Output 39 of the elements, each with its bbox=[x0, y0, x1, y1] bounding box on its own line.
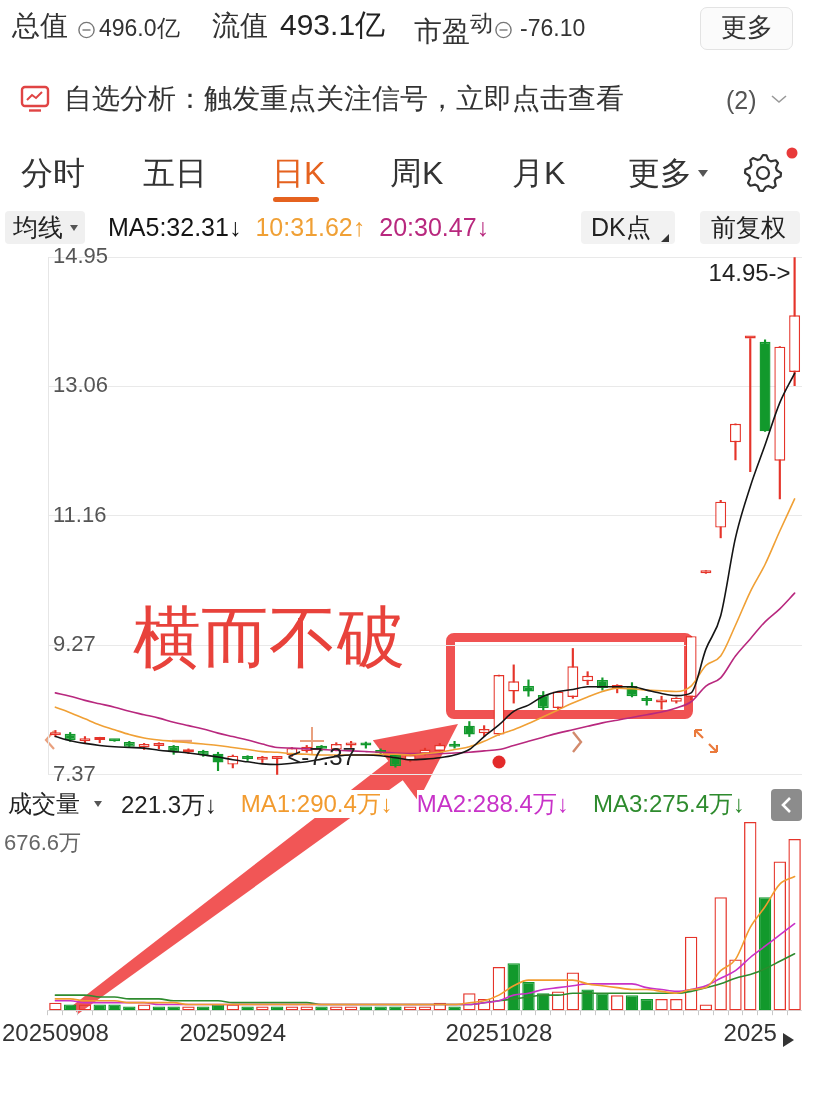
text: 496.0亿 bbox=[99, 15, 180, 42]
legend-title: 成交量 bbox=[8, 790, 80, 818]
y-tick-label: 11.16 bbox=[53, 501, 107, 527]
y-tick-label: 9.27 bbox=[53, 630, 96, 656]
x-tick-label: 20251028 bbox=[445, 1019, 553, 1047]
text: 月K bbox=[512, 155, 566, 192]
text: 周K bbox=[390, 155, 444, 192]
text: 日K bbox=[272, 155, 326, 192]
annotation: 14.95-> bbox=[708, 258, 791, 286]
x-tick-label: 2025 bbox=[723, 1019, 777, 1047]
text: -76.10 bbox=[520, 15, 586, 42]
text: 更多 bbox=[628, 155, 692, 192]
x-tick-label: 20250908 bbox=[2, 1019, 109, 1047]
text: 分时 bbox=[21, 155, 85, 192]
text: MA2:288.4万↓ bbox=[416, 790, 569, 818]
text: 自选分析：触发重点关注信号，立即点击查看 bbox=[64, 83, 624, 116]
text: 更多 bbox=[721, 12, 773, 43]
text: 前复权 bbox=[711, 213, 786, 242]
y-tick-label: 7.37 bbox=[53, 760, 96, 786]
text: MA3:275.4万↓ bbox=[592, 790, 745, 818]
legend-title: 均线 bbox=[13, 213, 63, 242]
text: 总值 bbox=[12, 10, 68, 43]
text: 20:30.47↓ bbox=[379, 213, 490, 242]
text: 10:31.62↑ bbox=[255, 213, 366, 242]
text: MA1:290.4万↓ bbox=[240, 790, 393, 818]
text: 493.1亿 bbox=[280, 8, 386, 43]
text: 流值 bbox=[212, 10, 268, 43]
text: DK点 bbox=[591, 213, 651, 242]
annotation: 横而不破 bbox=[133, 598, 405, 677]
text: MA5:32.31↓ bbox=[108, 213, 242, 242]
y-tick-label: 14.95 bbox=[53, 243, 109, 269]
x-tick-label: 20250924 bbox=[179, 1019, 287, 1047]
text: 五日 bbox=[143, 155, 207, 192]
text: 市盈$^{动}$ bbox=[414, 10, 493, 49]
text: (2) bbox=[726, 86, 757, 115]
y-tick-label: 13.06 bbox=[53, 372, 109, 398]
annotation: 676.6万 bbox=[4, 830, 82, 856]
text: 221.3万↓ bbox=[121, 791, 218, 819]
dropdown-button: 均线 bbox=[5, 211, 85, 244]
